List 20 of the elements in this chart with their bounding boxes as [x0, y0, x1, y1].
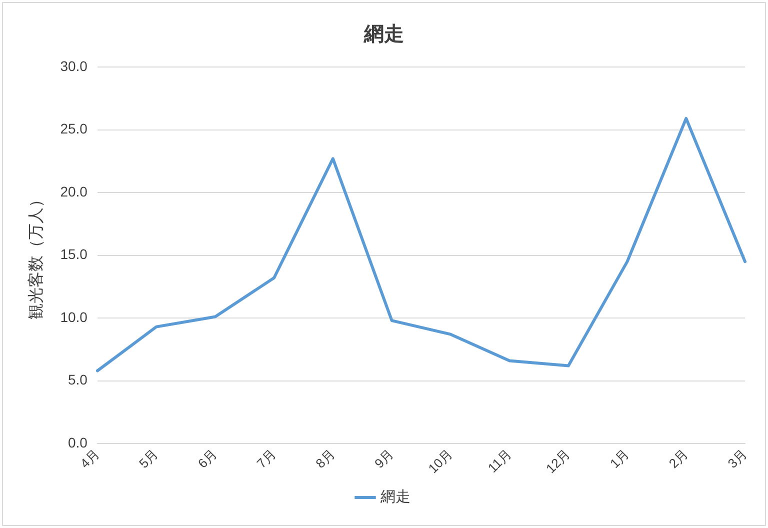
x-tick-label: 1月 — [607, 446, 632, 472]
x-tick-label: 10月 — [425, 446, 456, 476]
y-tick-label: 15.0 — [60, 246, 88, 262]
y-tick-label: 30.0 — [60, 58, 88, 74]
x-tick-label: 6月 — [194, 446, 220, 472]
y-tick-label: 25.0 — [60, 120, 88, 137]
legend-label: 網走 — [379, 488, 410, 506]
x-tick-label: 9月 — [372, 446, 396, 472]
chart-title: 網走 — [363, 24, 404, 46]
x-tick-label: 12月 — [543, 446, 574, 476]
y-axis-title: 観光客数（万人） — [27, 191, 46, 320]
x-tick-label: 5月 — [136, 446, 161, 472]
y-tick-label: 5.0 — [68, 372, 88, 388]
x-tick-label: 8月 — [312, 446, 338, 472]
x-tick-label: 7月 — [254, 446, 279, 472]
x-tick-label: 11月 — [484, 446, 514, 476]
y-tick-label: 20.0 — [60, 183, 88, 200]
x-tick-label: 3月 — [724, 446, 750, 472]
y-tick-label: 10.0 — [60, 308, 88, 325]
x-tick-label: 2月 — [666, 446, 691, 472]
